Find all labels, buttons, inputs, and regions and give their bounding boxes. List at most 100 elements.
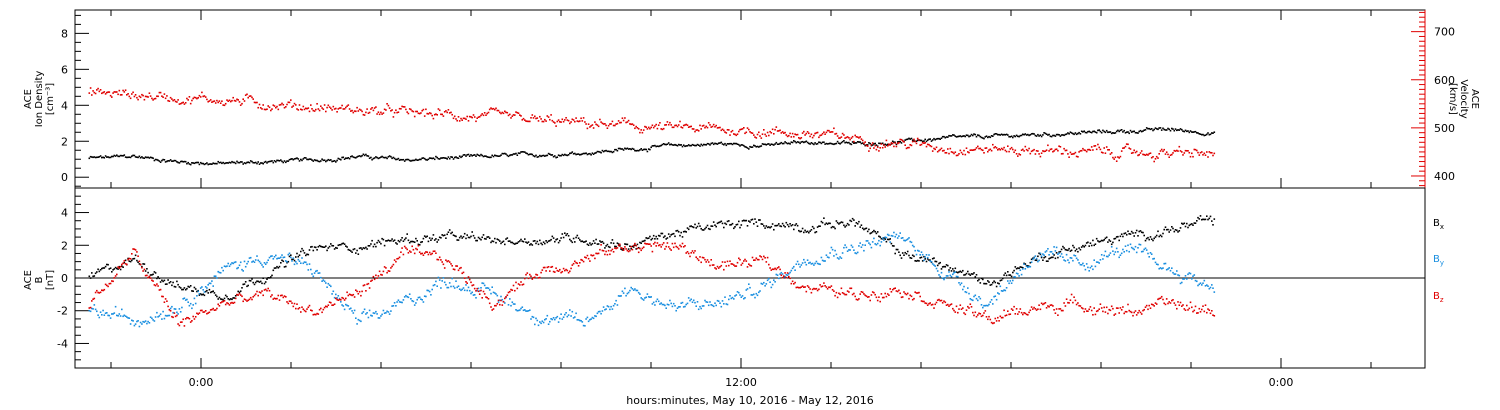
bz-series-point <box>804 286 806 288</box>
bx-series-point <box>819 225 821 227</box>
bz-series-point <box>216 307 218 310</box>
bx-series-point <box>720 220 723 223</box>
b-field-legend: Bx By Bz <box>1433 218 1444 304</box>
by-series-point <box>123 314 126 317</box>
velocity-series-point <box>651 124 654 127</box>
velocity-series-point <box>929 145 931 147</box>
bx-series-point <box>372 245 375 248</box>
velocity-series-point <box>1137 154 1139 157</box>
bz-series-point <box>571 264 574 266</box>
bx-series-point <box>989 284 992 286</box>
ion-density-series-point <box>1128 132 1130 135</box>
ion-density-series-point <box>833 143 835 146</box>
bz-series-point <box>531 278 534 280</box>
bz-series-point <box>667 246 670 248</box>
velocity-series-point <box>478 115 481 118</box>
bz-series-point <box>1163 302 1165 305</box>
bz-series-point <box>353 296 356 298</box>
velocity-series-point <box>947 148 949 150</box>
ion-density-series-point <box>795 141 798 144</box>
ion-density-series-point <box>1172 128 1174 130</box>
ion-density-series-point <box>482 155 485 158</box>
bx-series-point <box>775 224 778 227</box>
by-series-point <box>366 312 368 314</box>
bx-series-point <box>1084 244 1087 247</box>
by-series-point <box>705 301 707 303</box>
bz-series-point <box>605 250 607 253</box>
velocity-series-point <box>606 127 609 129</box>
ion-density-series-point <box>1099 130 1102 133</box>
by-series-point <box>370 314 372 317</box>
by-series-point <box>545 318 547 320</box>
by-series-point <box>522 309 525 312</box>
bx-series-point <box>251 278 253 280</box>
bz-series-point <box>1137 312 1139 314</box>
ion-density-series-point <box>1073 133 1075 136</box>
ion-density-series-point <box>975 135 978 138</box>
bz-series-point <box>695 256 697 258</box>
ion-density-series-point <box>186 162 188 165</box>
ion-density-series-point <box>926 139 929 141</box>
ion-density-series-point <box>1134 131 1137 134</box>
by-series-point <box>607 305 610 308</box>
bx-series-point <box>211 291 213 293</box>
velocity-series-point <box>945 152 948 154</box>
velocity-series-point <box>1024 145 1027 148</box>
ion-density-series-point <box>1069 131 1072 133</box>
bz-series-point <box>472 284 475 286</box>
by-series-point <box>157 316 159 318</box>
velocity-series-point <box>486 112 488 115</box>
bz-series-point <box>1109 309 1112 312</box>
ion-density-series-point <box>342 156 345 159</box>
ion-density-series-point <box>586 153 589 156</box>
ion-density-series-point <box>355 157 357 159</box>
velocity-series-point <box>1135 150 1138 153</box>
ion-density-series-point <box>625 148 627 150</box>
by-series-point <box>652 301 655 304</box>
velocity-series-point <box>725 132 728 134</box>
velocity-series-point <box>751 132 754 134</box>
bz-series-point <box>755 257 758 259</box>
velocity-series-point <box>1035 150 1038 152</box>
velocity-series-point <box>1053 150 1055 152</box>
by-series-point <box>712 305 715 308</box>
bx-series-point <box>814 231 816 234</box>
bx-series-point <box>214 294 217 296</box>
bz-series-point <box>208 311 211 314</box>
ion-density-series-point <box>371 158 373 161</box>
by-series-point <box>431 288 433 291</box>
by-series-point <box>103 314 106 316</box>
velocity-series-point <box>644 125 646 128</box>
ion-density-series-point <box>335 161 337 163</box>
velocity-series-point <box>745 131 748 134</box>
bx-series-point <box>1152 239 1154 242</box>
ion-density-series-point <box>530 153 532 155</box>
bx-series-point <box>178 286 181 288</box>
bz-series-point <box>655 245 657 247</box>
velocity-series-point <box>868 150 870 152</box>
ion-density-series-point <box>176 161 178 163</box>
by-series-point <box>303 261 306 263</box>
velocity-series-point <box>581 120 584 122</box>
bz-series-point <box>341 296 343 299</box>
bx-series-point <box>224 294 227 297</box>
by-series-point <box>677 306 680 308</box>
by-series-point <box>1193 274 1196 276</box>
bz-series-point <box>612 251 615 253</box>
velocity-series-point <box>813 134 815 137</box>
ion-density-series-point <box>103 157 106 159</box>
velocity-series-point <box>1109 153 1112 155</box>
ion-density-series-point <box>481 154 483 157</box>
bz-series-point <box>983 312 985 314</box>
bx-series-point <box>238 291 241 294</box>
by-series-point <box>320 276 322 279</box>
ion-density-series-point <box>1168 128 1170 131</box>
velocity-series-point <box>482 114 485 117</box>
bz-series-point <box>866 296 869 298</box>
velocity-series-point <box>1144 154 1147 156</box>
velocity-series-point <box>326 106 328 109</box>
ion-density-series-point <box>1079 133 1082 135</box>
velocity-series-point <box>325 110 327 113</box>
ion-density-series-point <box>659 145 661 147</box>
velocity-series-point <box>537 120 540 122</box>
